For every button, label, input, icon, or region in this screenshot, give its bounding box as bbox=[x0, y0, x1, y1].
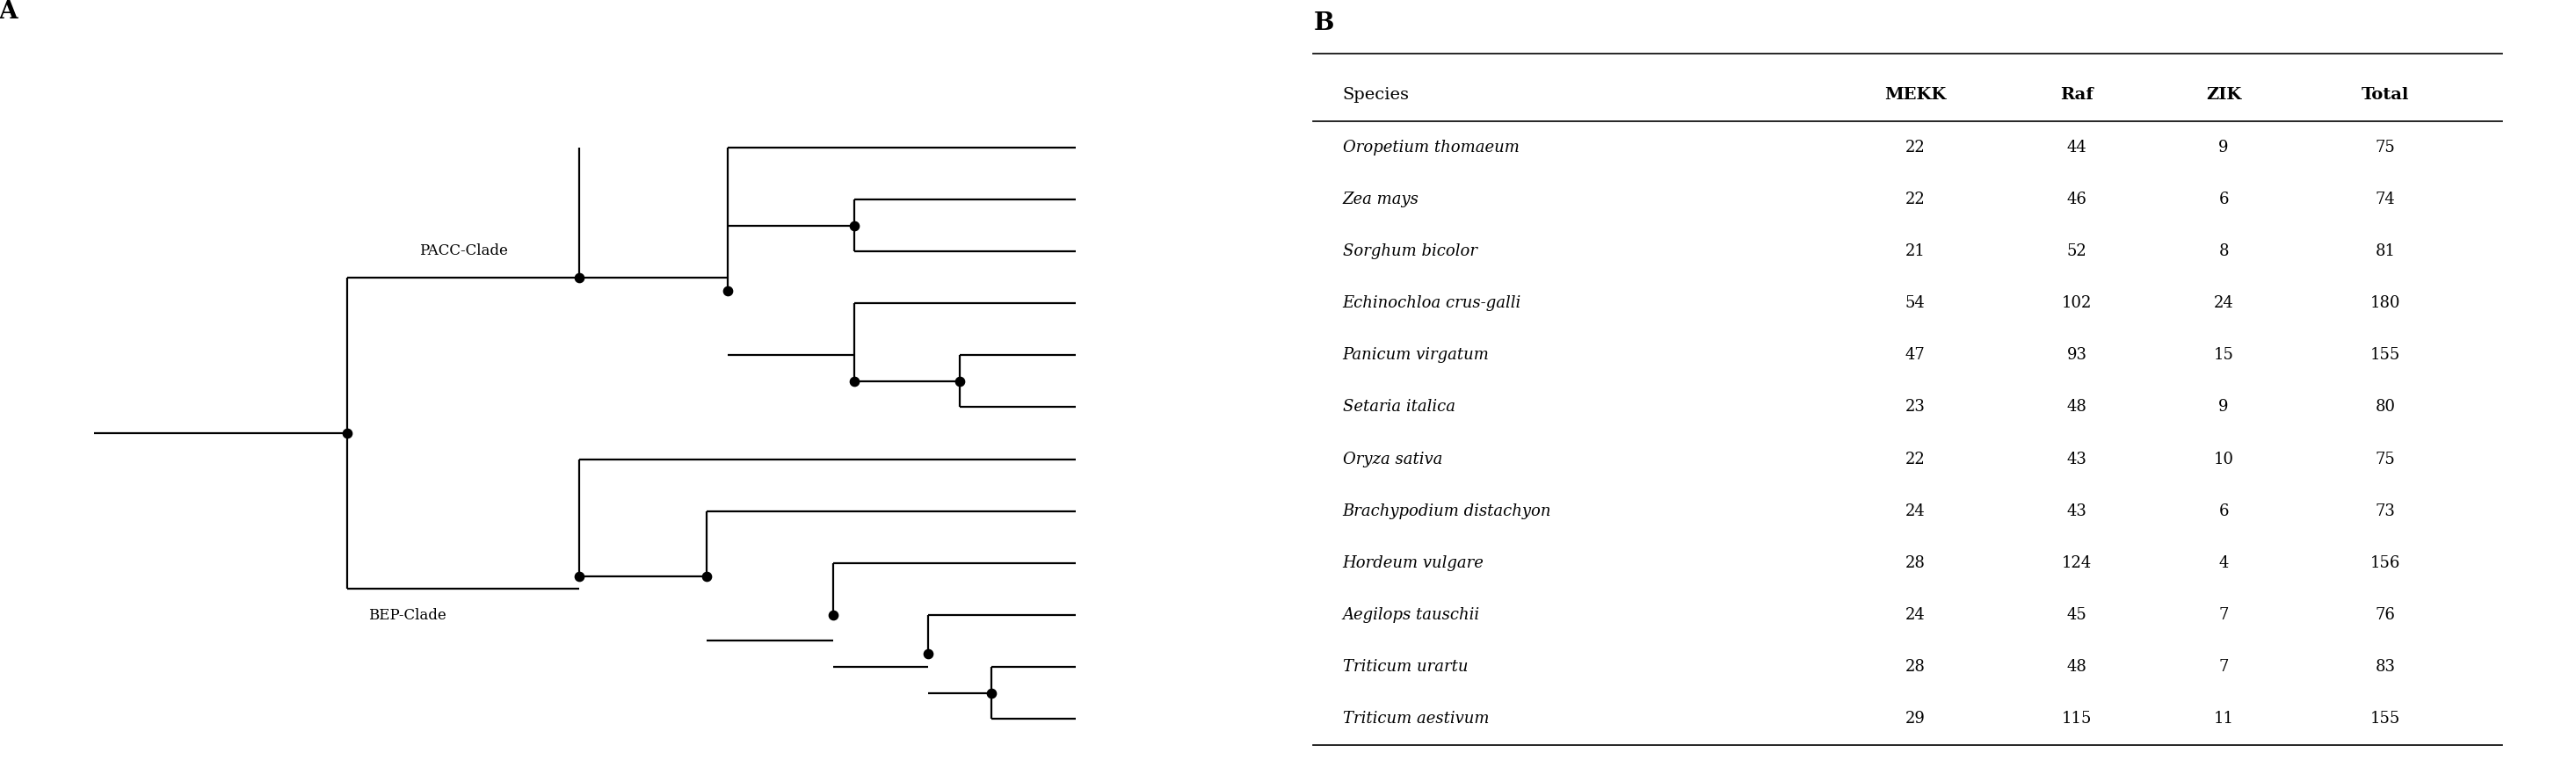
Text: 23: 23 bbox=[1906, 399, 1924, 415]
Point bbox=[327, 427, 368, 439]
Text: 24: 24 bbox=[1906, 607, 1924, 623]
Text: 93: 93 bbox=[2066, 347, 2087, 363]
Text: 7: 7 bbox=[2218, 607, 2228, 623]
Text: 22: 22 bbox=[1906, 140, 1924, 156]
Text: Triticum aestivum: Triticum aestivum bbox=[1342, 711, 1489, 727]
Text: 80: 80 bbox=[2375, 399, 2396, 415]
Text: Sorghum bicolor: Sorghum bicolor bbox=[1342, 243, 1476, 259]
Text: 48: 48 bbox=[2066, 399, 2087, 415]
Text: 24: 24 bbox=[2213, 296, 2233, 312]
Text: 28: 28 bbox=[1906, 555, 1924, 571]
Text: 22: 22 bbox=[1906, 451, 1924, 467]
Text: 124: 124 bbox=[2061, 555, 2092, 571]
Text: 44: 44 bbox=[2066, 140, 2087, 156]
Text: 8: 8 bbox=[2218, 243, 2228, 259]
Text: 10: 10 bbox=[2213, 451, 2233, 467]
Text: 156: 156 bbox=[2370, 555, 2401, 571]
Text: B: B bbox=[1314, 11, 1334, 35]
Text: Aegilops tauschii: Aegilops tauschii bbox=[1342, 607, 1479, 623]
Text: 75: 75 bbox=[2375, 451, 2396, 467]
Text: 74: 74 bbox=[2375, 192, 2396, 207]
Point bbox=[907, 648, 948, 660]
Text: 9: 9 bbox=[2218, 399, 2228, 415]
Text: 46: 46 bbox=[2066, 192, 2087, 207]
Text: Zea mays: Zea mays bbox=[1342, 192, 1419, 207]
Text: 43: 43 bbox=[2066, 503, 2087, 519]
Text: 48: 48 bbox=[2066, 659, 2087, 675]
Text: Hordeum vulgare: Hordeum vulgare bbox=[1342, 555, 1484, 571]
Text: 21: 21 bbox=[1906, 243, 1924, 259]
Text: 11: 11 bbox=[2213, 711, 2233, 727]
Text: A: A bbox=[0, 0, 18, 24]
Text: 180: 180 bbox=[2370, 296, 2401, 312]
Text: 83: 83 bbox=[2375, 659, 2396, 675]
Point bbox=[835, 375, 876, 388]
Text: BEP-Clade: BEP-Clade bbox=[368, 608, 446, 623]
Text: 24: 24 bbox=[1906, 503, 1924, 519]
Text: Echinochloa crus-galli: Echinochloa crus-galli bbox=[1342, 296, 1522, 312]
Text: 29: 29 bbox=[1906, 711, 1924, 727]
Point bbox=[811, 609, 853, 621]
Text: Species: Species bbox=[1342, 87, 1409, 103]
Text: 76: 76 bbox=[2375, 607, 2396, 623]
Text: 6: 6 bbox=[2218, 192, 2228, 207]
Text: 81: 81 bbox=[2375, 243, 2396, 259]
Text: 22: 22 bbox=[1906, 192, 1924, 207]
Point bbox=[940, 375, 981, 388]
Point bbox=[685, 570, 726, 582]
Text: 47: 47 bbox=[1906, 347, 1924, 363]
Text: Panicum virgatum: Panicum virgatum bbox=[1342, 347, 1489, 363]
Text: 4: 4 bbox=[2218, 555, 2228, 571]
Text: Brachypodium distachyon: Brachypodium distachyon bbox=[1342, 503, 1551, 519]
Text: 6: 6 bbox=[2218, 503, 2228, 519]
Text: 115: 115 bbox=[2061, 711, 2092, 727]
Text: MEKK: MEKK bbox=[1886, 87, 1945, 103]
Text: 7: 7 bbox=[2218, 659, 2228, 675]
Text: 52: 52 bbox=[2066, 243, 2087, 259]
Text: 54: 54 bbox=[1906, 296, 1924, 312]
Text: Setaria italica: Setaria italica bbox=[1342, 399, 1455, 415]
Point bbox=[706, 284, 747, 296]
Text: Triticum urartu: Triticum urartu bbox=[1342, 659, 1468, 675]
Text: 155: 155 bbox=[2370, 711, 2401, 727]
Text: 155: 155 bbox=[2370, 347, 2401, 363]
Point bbox=[835, 220, 876, 232]
Text: Total: Total bbox=[2362, 87, 2409, 103]
Text: Oryza sativa: Oryza sativa bbox=[1342, 451, 1443, 467]
Text: 9: 9 bbox=[2218, 140, 2228, 156]
Text: 15: 15 bbox=[2213, 347, 2233, 363]
Point bbox=[559, 271, 600, 283]
Text: 102: 102 bbox=[2061, 296, 2092, 312]
Text: PACC-Clade: PACC-Clade bbox=[420, 243, 507, 258]
Text: 73: 73 bbox=[2375, 503, 2396, 519]
Text: 45: 45 bbox=[2066, 607, 2087, 623]
Text: 75: 75 bbox=[2375, 140, 2396, 156]
Text: 28: 28 bbox=[1906, 659, 1924, 675]
Point bbox=[971, 687, 1012, 699]
Text: Raf: Raf bbox=[2061, 87, 2094, 103]
Point bbox=[559, 570, 600, 582]
Text: ZIK: ZIK bbox=[2205, 87, 2241, 103]
Text: Oropetium thomaeum: Oropetium thomaeum bbox=[1342, 140, 1520, 156]
Text: 43: 43 bbox=[2066, 451, 2087, 467]
